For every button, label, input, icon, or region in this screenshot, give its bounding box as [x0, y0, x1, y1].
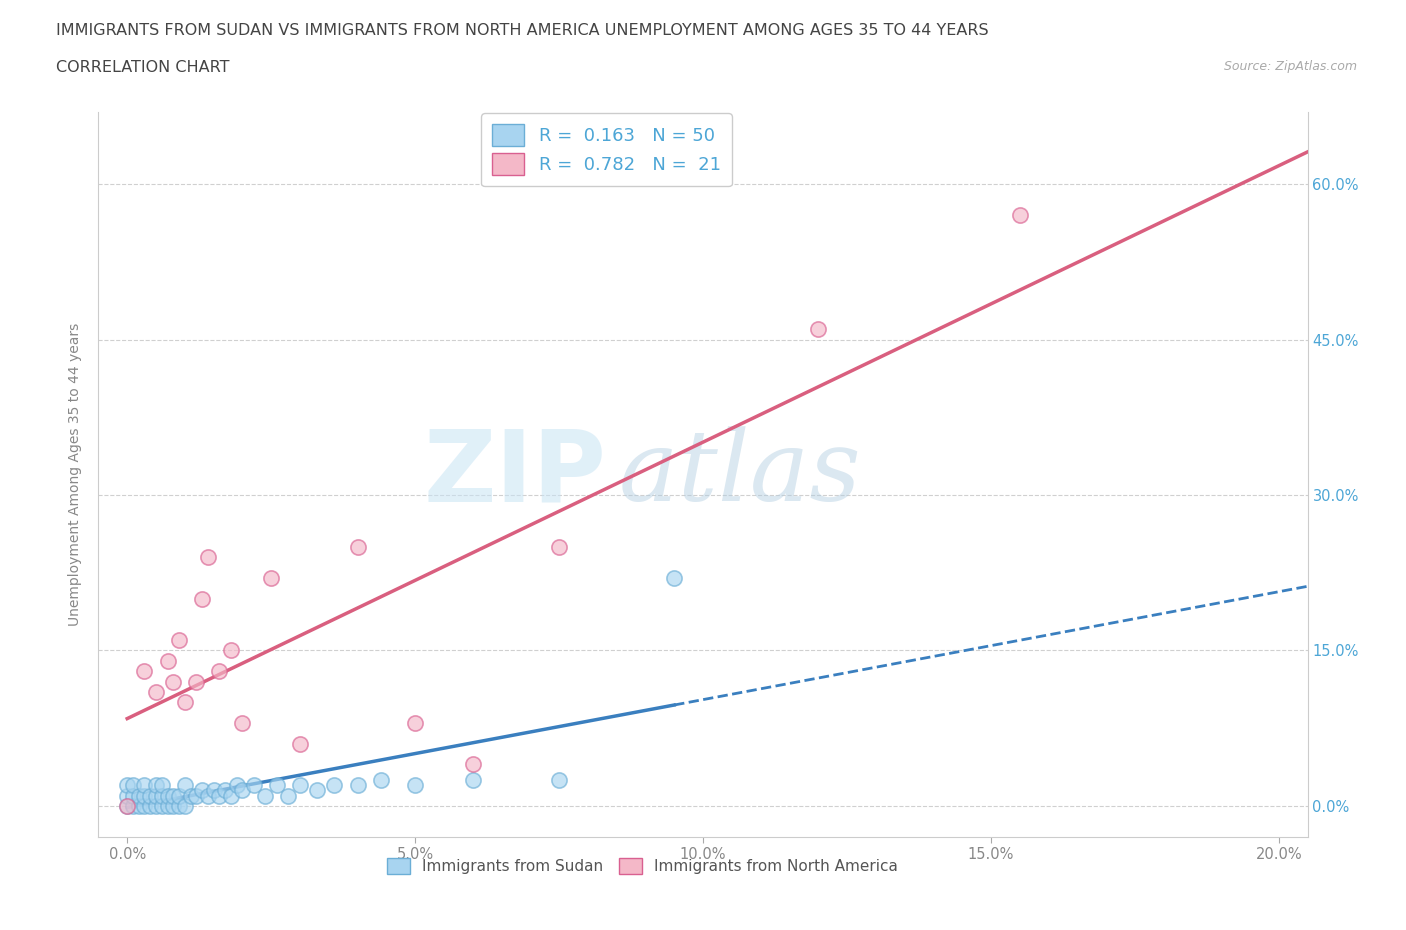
Point [404, 715, 426, 730]
Point [145, 788, 167, 803]
Point [346, 539, 368, 554]
Point [186, 788, 208, 803]
Text: ZIP: ZIP [423, 426, 606, 523]
Point [260, 570, 283, 585]
Point [461, 757, 484, 772]
Point [288, 777, 311, 792]
Point [122, 777, 145, 792]
Point [115, 777, 138, 792]
Point [288, 737, 311, 751]
Text: IMMIGRANTS FROM SUDAN VS IMMIGRANTS FROM NORTH AMERICA UNEMPLOYMENT AMONG AGES 3: IMMIGRANTS FROM SUDAN VS IMMIGRANTS FROM… [56, 23, 988, 38]
Point [548, 539, 571, 554]
Point [277, 788, 299, 803]
Point [214, 783, 236, 798]
Point [167, 632, 190, 647]
Point [128, 799, 150, 814]
Y-axis label: Unemployment Among Ages 35 to 44 years: Unemployment Among Ages 35 to 44 years [69, 323, 83, 626]
Point [156, 788, 179, 803]
Point [219, 643, 242, 658]
Point [162, 788, 184, 803]
Point [346, 777, 368, 792]
Point [150, 788, 173, 803]
Point [461, 773, 484, 788]
Point [173, 799, 195, 814]
Point [156, 799, 179, 814]
Point [191, 783, 214, 798]
Point [191, 591, 214, 606]
Point [122, 799, 145, 814]
Point [145, 684, 167, 699]
Text: Source: ZipAtlas.com: Source: ZipAtlas.com [1223, 60, 1357, 73]
Point [134, 788, 156, 803]
Point [807, 322, 830, 337]
Point [115, 788, 138, 803]
Point [1008, 207, 1031, 222]
Point [202, 783, 225, 798]
Point [134, 777, 156, 792]
Point [156, 654, 179, 669]
Point [243, 777, 266, 792]
Text: CORRELATION CHART: CORRELATION CHART [56, 60, 229, 75]
Point [197, 550, 219, 565]
Point [231, 715, 253, 730]
Point [180, 788, 202, 803]
Legend: Immigrants from Sudan, Immigrants from North America: Immigrants from Sudan, Immigrants from N… [381, 852, 904, 880]
Point [167, 799, 190, 814]
Point [186, 674, 208, 689]
Point [266, 777, 288, 792]
Point [307, 783, 329, 798]
Point [370, 773, 392, 788]
Point [173, 695, 195, 710]
Point [134, 799, 156, 814]
Point [197, 788, 219, 803]
Point [219, 788, 242, 803]
Point [139, 799, 162, 814]
Point [404, 777, 426, 792]
Point [162, 799, 184, 814]
Point [664, 570, 686, 585]
Point [150, 799, 173, 814]
Point [128, 788, 150, 803]
Point [162, 674, 184, 689]
Point [548, 773, 571, 788]
Point [323, 777, 346, 792]
Point [139, 788, 162, 803]
Point [145, 799, 167, 814]
Point [167, 788, 190, 803]
Point [231, 783, 253, 798]
Point [145, 777, 167, 792]
Point [208, 664, 231, 679]
Point [254, 788, 277, 803]
Point [173, 777, 195, 792]
Point [122, 788, 145, 803]
Point [208, 788, 231, 803]
Point [225, 777, 247, 792]
Point [115, 799, 138, 814]
Point [115, 799, 138, 814]
Point [150, 777, 173, 792]
Text: atlas: atlas [619, 427, 860, 522]
Point [134, 664, 156, 679]
